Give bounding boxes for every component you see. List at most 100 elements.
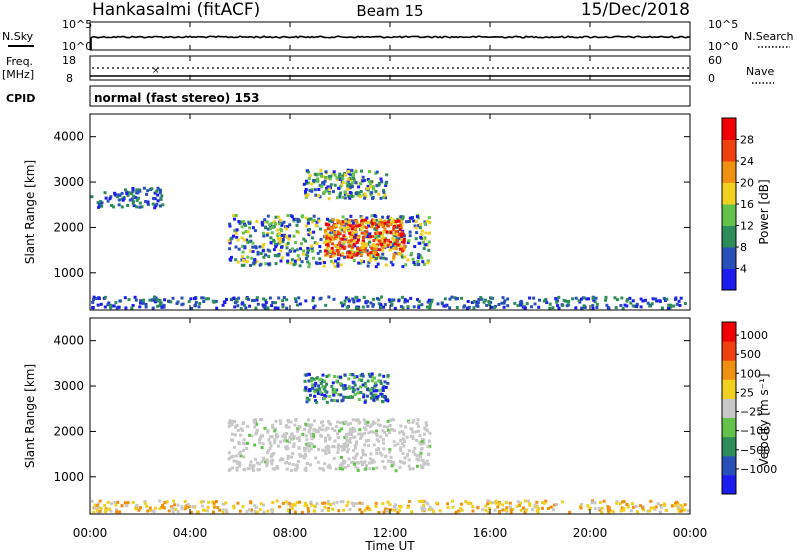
echo-cell xyxy=(448,306,452,310)
echo-cell xyxy=(625,502,629,506)
nsky-panel: N.Sky 10^5 10^0 10^5 10^0 N.Search xyxy=(2,18,794,53)
echo-cell xyxy=(321,501,325,505)
echo-cell xyxy=(386,381,390,385)
echo-cell xyxy=(272,451,276,455)
echo-cell xyxy=(280,245,283,249)
echo-cell xyxy=(165,500,169,504)
echo-cell xyxy=(484,508,488,512)
echo-cell xyxy=(492,306,496,309)
echo-cell xyxy=(324,189,328,193)
echo-cell xyxy=(335,388,339,392)
echo-cell xyxy=(471,505,475,508)
echo-cell xyxy=(273,441,276,445)
echo-cell xyxy=(288,249,292,253)
echo-cell xyxy=(365,506,369,510)
echo-cell xyxy=(625,299,629,303)
echo-cell xyxy=(412,219,416,223)
echo-cell xyxy=(364,420,368,424)
echo-cell xyxy=(376,238,380,242)
echo-cell xyxy=(400,230,404,234)
echo-cell xyxy=(255,260,259,264)
echo-cell xyxy=(271,426,275,430)
echo-cell xyxy=(686,509,690,513)
echo-cell xyxy=(162,303,166,307)
echo-cell xyxy=(359,385,362,389)
echo-cell xyxy=(377,423,380,427)
echo-cell xyxy=(399,448,403,452)
echo-cell xyxy=(292,219,296,223)
velocity-ylabel: Slant Range [km] xyxy=(23,364,37,468)
echo-cell xyxy=(104,196,108,200)
echo-cell xyxy=(289,469,293,472)
echo-cell xyxy=(380,394,384,398)
echo-cell xyxy=(256,468,260,472)
echo-cell xyxy=(336,262,340,266)
echo-cell xyxy=(349,241,353,245)
echo-cell xyxy=(259,436,263,440)
echo-cell xyxy=(365,221,369,225)
echo-cell xyxy=(579,297,583,301)
echo-cell xyxy=(487,499,491,503)
echo-cell xyxy=(269,227,273,231)
colorbar-swatch xyxy=(722,161,736,183)
colorbar-tick-label: 28 xyxy=(740,134,754,147)
echo-cell xyxy=(153,197,157,201)
echo-cell xyxy=(369,251,373,255)
echo-cell xyxy=(363,422,367,426)
echo-cell xyxy=(363,192,367,196)
x-tick-label: 12:00 xyxy=(373,526,408,540)
echo-cell xyxy=(483,298,487,302)
echo-cell xyxy=(287,425,291,429)
echo-cell xyxy=(151,202,155,206)
echo-cell xyxy=(224,508,228,512)
echo-cell xyxy=(199,500,203,504)
echo-cell xyxy=(333,230,336,234)
echo-cell xyxy=(131,501,135,504)
echo-cell xyxy=(368,254,372,258)
echo-cell xyxy=(227,457,231,461)
nave-label: Nave xyxy=(746,65,774,78)
echo-cell xyxy=(392,226,396,230)
echo-cell xyxy=(456,297,459,300)
echo-cell xyxy=(303,501,307,505)
echo-cell xyxy=(508,505,512,509)
echo-cell xyxy=(414,226,418,230)
echo-cell xyxy=(212,505,216,509)
echo-cell xyxy=(115,508,118,512)
echo-cell xyxy=(367,444,370,447)
echo-cell xyxy=(487,300,491,303)
echo-cell xyxy=(322,190,326,194)
echo-cell xyxy=(324,303,328,307)
echo-cell xyxy=(401,255,404,259)
echo-cell xyxy=(409,434,413,438)
colorbar-swatch xyxy=(722,118,736,140)
echo-cell xyxy=(236,429,240,432)
echo-cell xyxy=(95,503,99,507)
echo-cell xyxy=(364,385,368,389)
echo-cell xyxy=(317,384,321,388)
echo-cell xyxy=(289,506,293,509)
echo-cell xyxy=(322,181,326,185)
echo-cell xyxy=(384,454,388,458)
echo-cell xyxy=(261,245,265,249)
echo-cell xyxy=(238,509,242,513)
echo-cell xyxy=(145,504,149,508)
echo-cell xyxy=(325,236,329,240)
echo-cell xyxy=(340,223,344,227)
echo-cell xyxy=(233,305,237,309)
echo-cell xyxy=(438,509,442,513)
echo-cell xyxy=(233,419,236,423)
echo-cell xyxy=(350,248,354,252)
echo-cell xyxy=(268,296,272,300)
echo-cell xyxy=(646,301,650,305)
colorbar-tick-label: −100 xyxy=(740,425,770,438)
echo-cell xyxy=(364,453,367,457)
echo-cell xyxy=(293,297,297,301)
echo-cell xyxy=(481,508,485,512)
echo-cell xyxy=(284,445,288,449)
echo-cell xyxy=(515,504,519,508)
echo-cell xyxy=(276,234,280,237)
echo-cell xyxy=(535,504,539,508)
velocity-frame xyxy=(89,317,691,515)
echo-cell xyxy=(306,461,309,465)
